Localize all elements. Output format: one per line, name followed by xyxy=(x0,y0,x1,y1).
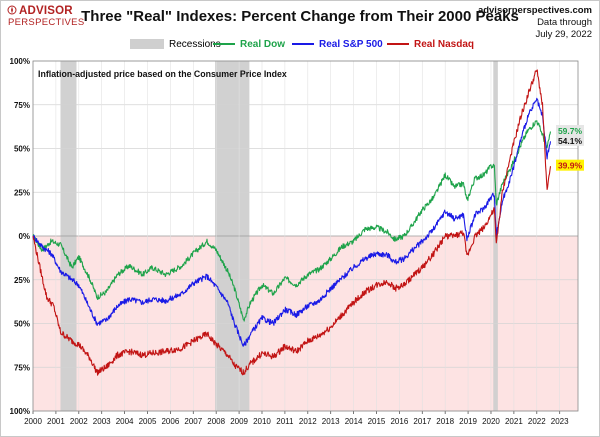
x-tick-label: 2000 xyxy=(24,417,42,426)
x-tick-label: 2021 xyxy=(505,417,523,426)
legend-label-recessions: Recessions xyxy=(169,39,221,50)
x-tick-label: 2006 xyxy=(161,417,179,426)
x-tick-label: 2003 xyxy=(93,417,111,426)
x-tick-label: 2004 xyxy=(116,417,134,426)
x-tick-label: 2023 xyxy=(551,417,569,426)
x-tick-label: 2010 xyxy=(253,417,271,426)
x-tick-label: 2019 xyxy=(459,417,477,426)
legend-item-real-dow: Real Dow xyxy=(213,39,285,50)
y-tick-label: 25% xyxy=(14,188,30,197)
x-tick-label: 2014 xyxy=(345,417,363,426)
end-value-label: 39.9% xyxy=(558,161,583,171)
source-block: advisorperspectives.com Data through Jul… xyxy=(478,5,592,41)
y-tick-label: 50% xyxy=(14,145,30,154)
source-url[interactable]: advisorperspectives.com xyxy=(477,5,592,16)
legend-item-recessions: Recessions xyxy=(130,39,221,50)
legend-swatch-real-nasdaq xyxy=(387,43,409,46)
legend-swatch-recessions xyxy=(130,39,164,50)
y-tick-label: 100% xyxy=(10,57,30,66)
series-line xyxy=(32,69,552,376)
x-tick-label: 2020 xyxy=(482,417,500,426)
legend-item-real-sp500: Real S&P 500 xyxy=(292,39,383,50)
end-value-label: 59.7% xyxy=(558,126,583,136)
legend-item-real-nasdaq: Real Nasdaq xyxy=(387,39,474,50)
end-value-label-bg xyxy=(556,159,584,171)
series-line xyxy=(32,120,552,322)
legend-swatch-real-sp500 xyxy=(292,43,314,46)
legend-label-real-sp500: Real S&P 500 xyxy=(319,39,383,50)
y-tick-label: 100% xyxy=(10,407,30,416)
chart-annotation: Inflation-adjusted price based on the Co… xyxy=(38,69,287,79)
brand-logo: ADVISOR PERSPECTIVES xyxy=(7,5,85,28)
compass-icon xyxy=(7,5,17,15)
x-tick-label: 2022 xyxy=(528,417,546,426)
legend-swatch-real-dow xyxy=(213,43,235,46)
end-value-label-bg xyxy=(556,125,584,137)
legend-label-real-dow: Real Dow xyxy=(240,39,286,50)
x-tick-label: 2011 xyxy=(276,417,294,426)
y-tick-label: 50% xyxy=(14,320,30,329)
x-tick-label: 2005 xyxy=(139,417,157,426)
x-tick-label: 2018 xyxy=(436,417,454,426)
legend-label-real-nasdaq: Real Nasdaq xyxy=(414,39,475,50)
series-line xyxy=(32,97,552,347)
brand-name-line1: ADVISOR xyxy=(19,5,73,17)
legend: Recessions Real Dow Real S&P 500 Real Na… xyxy=(0,39,600,53)
data-through-label: Data through xyxy=(537,17,592,28)
data-through-date: July 29, 2022 xyxy=(535,29,592,40)
x-tick-label: 2001 xyxy=(47,417,65,426)
y-tick-label: 0% xyxy=(18,232,30,241)
x-tick-label: 2012 xyxy=(299,417,317,426)
x-tick-label: 2007 xyxy=(184,417,202,426)
x-tick-label: 2008 xyxy=(207,417,225,426)
y-tick-label: 25% xyxy=(14,276,30,285)
brand-name-line2: PERSPECTIVES xyxy=(8,16,85,28)
x-tick-label: 2013 xyxy=(322,417,340,426)
x-tick-label: 2002 xyxy=(70,417,88,426)
x-tick-label: 2009 xyxy=(230,417,248,426)
x-tick-label: 2015 xyxy=(368,417,386,426)
x-tick-label: 2017 xyxy=(413,417,431,426)
end-value-label: 54.1% xyxy=(558,136,583,146)
end-value-label-bg xyxy=(556,134,584,146)
y-tick-label: 75% xyxy=(14,363,30,372)
chart-title: Three "Real" Indexes: Percent Change fro… xyxy=(81,8,519,25)
y-tick-label: 75% xyxy=(14,101,30,110)
x-tick-label: 2016 xyxy=(390,417,408,426)
